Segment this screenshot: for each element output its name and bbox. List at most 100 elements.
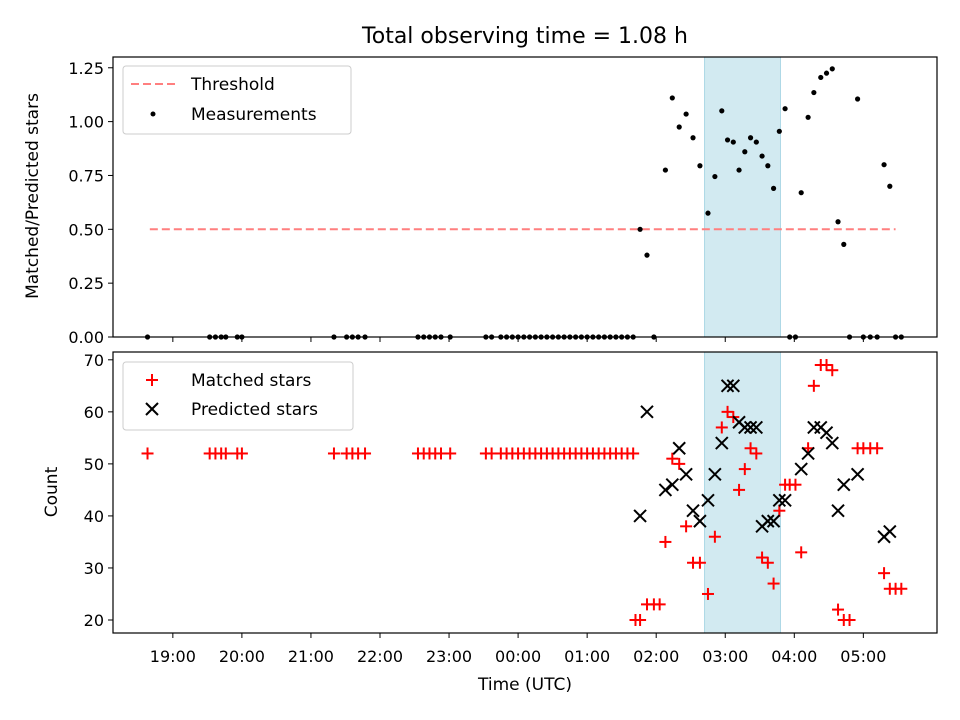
top-ytick-label: 0.25 <box>68 274 104 293</box>
matched-star-point <box>701 587 714 600</box>
top-axes-frame <box>112 56 938 338</box>
matched-star-point <box>789 478 802 491</box>
predicted-star-point <box>726 379 741 393</box>
matched-star-point <box>820 359 833 372</box>
bottom-shaded-span <box>704 351 781 634</box>
measurement-point <box>805 114 811 120</box>
predicted-star-point <box>679 467 693 481</box>
measurement-point <box>676 124 682 130</box>
top-ytick-label: 1.00 <box>68 113 104 132</box>
measurement-point <box>776 128 782 134</box>
measurement-point <box>683 111 689 117</box>
xtick-label: 19:00 <box>150 647 196 666</box>
predicted-star-point <box>701 493 715 508</box>
predicted-star-point <box>761 514 775 528</box>
predicted-star-point <box>738 420 752 435</box>
top-shaded-span <box>704 56 781 338</box>
matched-star-point <box>733 483 746 496</box>
predicted-star-point <box>831 504 845 518</box>
bottom-legend: Matched stars Predicted stars <box>122 361 354 431</box>
xtick-label: 03:00 <box>702 647 748 666</box>
matched-star-point <box>744 442 757 455</box>
matched-star-point <box>826 364 839 377</box>
matched-star-point <box>666 452 679 465</box>
measurement-point <box>818 74 824 81</box>
bottom-ytick-label: 20 <box>84 611 104 630</box>
matched-star-point <box>832 603 845 616</box>
matched-star-point <box>761 556 774 569</box>
bottom-xlabel: Time (UTC) <box>477 675 572 695</box>
measurement-point <box>770 185 777 191</box>
predicted-star-point <box>801 446 815 461</box>
predicted-star-point <box>708 467 722 481</box>
xtick-label: 02:00 <box>633 647 679 666</box>
matched-star-point <box>708 530 721 543</box>
top-ylabel: Matched/Predicted stars <box>23 93 43 299</box>
matched-star-point <box>627 447 640 460</box>
measurement-point <box>829 66 835 72</box>
measurement-point <box>747 135 754 141</box>
matched-star-point <box>659 535 672 548</box>
measurement-point <box>753 139 759 145</box>
xtick-label: 05:00 <box>840 647 886 666</box>
top-ytick-label: 1.25 <box>68 59 104 78</box>
xtick-label: 21:00 <box>288 647 334 666</box>
xtick-label: 04:00 <box>771 647 817 666</box>
predicted-star-point <box>693 514 707 528</box>
measurement-point <box>719 108 725 114</box>
measurement-point <box>724 137 731 143</box>
measurement-point <box>669 95 675 101</box>
measurement-point <box>823 70 830 76</box>
bottom-ytick-label: 70 <box>84 351 104 370</box>
measurement-point <box>798 190 804 196</box>
bottom-ytick-label: 40 <box>84 507 104 526</box>
measurement-point <box>782 106 788 112</box>
matched-star-point <box>634 613 647 626</box>
measurement-point <box>881 162 887 168</box>
predicted-star-point <box>640 405 654 419</box>
matched-star-point <box>715 421 728 434</box>
bottom-panel: 20 30 40 50 60 70 19:00 20:00 21:00 22:00 23:00 00:… <box>42 351 938 695</box>
predicted-star-point <box>837 477 851 492</box>
predicted-star-point <box>778 493 792 508</box>
matched-star-point <box>738 463 751 476</box>
predicted-star-point <box>743 420 758 435</box>
matched-star-point <box>750 447 763 460</box>
matched-star-point <box>878 567 891 580</box>
xtick-label: 20:00 <box>219 647 265 666</box>
matched-star-point <box>843 613 856 626</box>
bottom-ytick-label: 30 <box>84 559 104 578</box>
predicted-star-point <box>658 483 673 497</box>
measurement-point <box>705 210 711 216</box>
measurements-legend-icon <box>150 111 156 117</box>
measurement-point <box>742 149 748 155</box>
predicted-star-point <box>715 436 729 450</box>
matched-star-point <box>327 447 340 460</box>
measurement-point <box>811 89 817 96</box>
predicted-star-point <box>672 441 686 455</box>
bottom-plot-area: 20 30 40 50 60 70 19:00 20:00 21:00 22:00 23:00 00:… <box>84 351 938 666</box>
measurement-point <box>854 96 861 102</box>
predicted-star-point <box>794 462 808 476</box>
bottom-ylabel: Count <box>42 466 62 517</box>
matched-star-point <box>756 551 769 564</box>
measurements-legend-label: Measurements <box>191 105 317 125</box>
matched-legend-icon <box>146 374 158 386</box>
matched-legend-label: Matched stars <box>191 371 311 391</box>
matched-star-point <box>693 556 706 569</box>
measurement-point <box>690 135 696 141</box>
bottom-axes-frame <box>112 351 938 634</box>
matched-star-point <box>895 582 908 595</box>
xtick-label: 22:00 <box>357 647 403 666</box>
predicted-star-point <box>633 509 647 523</box>
measurement-point <box>730 139 736 145</box>
matched-star-point <box>219 447 232 460</box>
measurement-point <box>736 167 742 173</box>
predicted-star-point <box>772 493 787 508</box>
top-ytick-label: 0.75 <box>68 166 104 185</box>
xtick-label: 01:00 <box>564 647 610 666</box>
matched-star-point <box>680 520 693 533</box>
bottom-legend-box <box>122 361 354 431</box>
predicted-star-point <box>665 477 680 492</box>
predicted-star-point <box>850 467 865 481</box>
